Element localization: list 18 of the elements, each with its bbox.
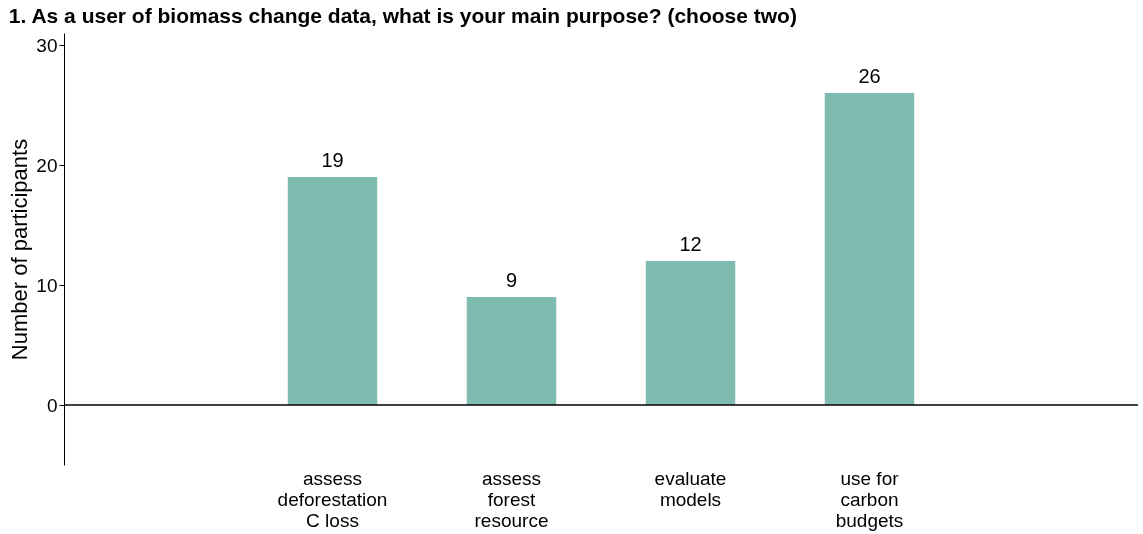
y-tick-label: 0 [46, 394, 58, 416]
data-label: 12 [679, 233, 702, 255]
x-tick-label: evaluate models [654, 467, 727, 510]
data-label: 9 [505, 269, 518, 291]
y-axis-title: Number of participants [7, 138, 33, 361]
bar [645, 261, 736, 405]
data-label: 26 [858, 65, 881, 87]
y-tick-label: 20 [36, 154, 58, 176]
data-label: 19 [321, 149, 344, 171]
x-tick-label: use for carbon budgets [835, 467, 904, 531]
bar [466, 297, 557, 405]
x-tick-label: assess forest resource [474, 467, 549, 531]
y-tick-label: 10 [36, 274, 58, 296]
y-tick-label: 30 [36, 34, 58, 56]
x-tick-label: assess deforestation C loss [277, 467, 388, 531]
bar [824, 93, 915, 405]
chart-title: 1. As a user of biomass change data, what is your main purpose? (choose two) [8, 4, 797, 27]
bar [287, 177, 378, 405]
